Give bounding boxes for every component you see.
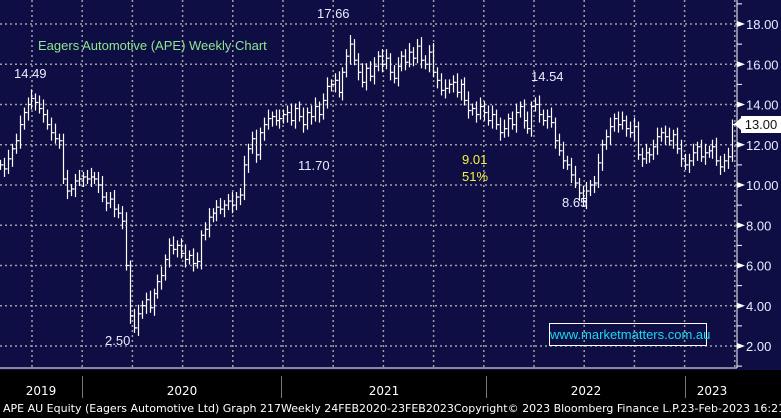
year-label-2022: 2022 — [570, 384, 602, 398]
y-tick-marker — [737, 61, 745, 68]
footer-timestamp: 23-Feb-2023 16:21:31 — [680, 402, 781, 415]
annotation-drawdown-pct: 51% — [462, 169, 489, 184]
y-tick-marker — [737, 182, 745, 188]
y-tick-marker — [737, 141, 745, 148]
y-tick-marker — [737, 21, 745, 27]
annotation-high-2021: 17.66 — [317, 6, 350, 21]
y-tick-label: 14.00 — [746, 98, 779, 113]
year-separator — [82, 376, 83, 398]
annotation-low-2022: 8.65 — [562, 195, 588, 210]
annotation-high-2022: 14.54 — [531, 69, 564, 84]
y-tick-label: 10.00 — [746, 178, 779, 193]
y-tick-marker — [737, 101, 745, 108]
y-tick-label: 4.00 — [746, 299, 771, 314]
chart-title: Eagers Automotive (APE) Weekly Chart — [38, 38, 267, 53]
year-label-2021: 2021 — [368, 384, 400, 398]
year-label-2020: 2020 — [166, 384, 198, 398]
last-price-tag: 13.00 — [734, 116, 781, 133]
y-tick-label: 12.00 — [746, 138, 779, 153]
year-label-2023: 2023 — [696, 384, 728, 398]
footer-copyright: Copyright© 2023 Bloomberg Finance L.P. — [453, 402, 681, 415]
y-tick-marker — [737, 222, 745, 229]
footer-period: Weekly 24FEB2020-23FEB2023 — [281, 402, 454, 415]
y-tick-marker — [737, 302, 745, 309]
footer: APE AU Equity (Eagers Automotive Ltd) Gr… — [3, 402, 781, 415]
annotation-low-2021: 11.70 — [298, 158, 330, 173]
annotation-low-2020: 2.50 — [105, 333, 131, 348]
price-chart: 2.00 4.00 6.00 8.00 10.00 12.00 14.00 16.00 18.0… — [0, 0, 781, 370]
year-label-2019: 2019 — [25, 384, 57, 398]
y-tick-marker — [737, 262, 745, 269]
annotation-drawdown-value: 9.01 — [462, 152, 488, 167]
year-separator — [486, 376, 487, 398]
watermark-link[interactable]: www.marketmatters.com.au — [549, 323, 710, 346]
y-tick-label: 18.00 — [746, 17, 779, 32]
year-separator — [685, 376, 686, 398]
y-tick-label: 16.00 — [746, 57, 779, 72]
y-tick-label: 6.00 — [746, 259, 771, 274]
y-tick-label: 2.00 — [746, 339, 771, 354]
y-tick-label: 8.00 — [746, 218, 771, 233]
year-separator — [281, 376, 282, 398]
y-tick-marker — [737, 343, 745, 349]
annotation-high-2019: 14.49 — [14, 66, 47, 81]
footer-security: APE AU Equity (Eagers Automotive Ltd) Gr… — [3, 402, 282, 415]
